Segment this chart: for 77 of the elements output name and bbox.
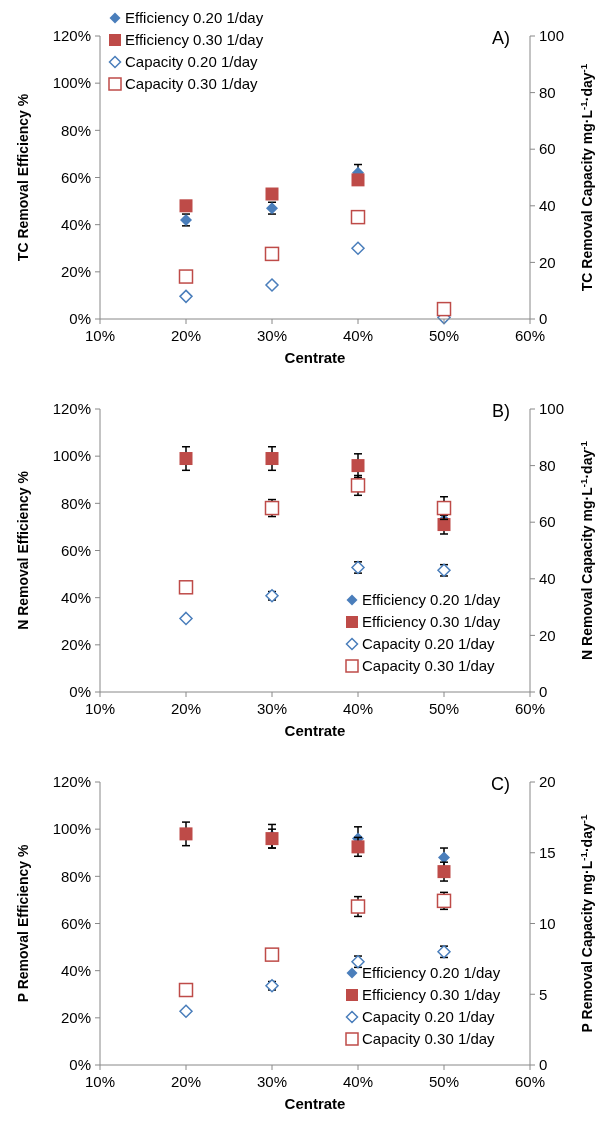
legend-label: Efficiency 0.30 1/day [362,986,501,1004]
legend-label: Efficiency 0.30 1/day [125,31,264,49]
y-tick-label: 0% [69,310,91,328]
x-tick-label: 10% [84,700,116,717]
y-tick-label: 120% [52,400,91,418]
y-tick-label: 80% [60,121,91,139]
y2-tick-label: 40 [539,570,556,588]
x-tick-label: 10% [84,327,116,344]
x-tick-label: 50% [428,700,460,717]
x-tick-label: 40% [342,1073,374,1090]
y-tick-label: 60% [60,541,91,559]
legend-label: Efficiency 0.30 1/day [362,613,501,631]
legend-label: Capacity 0.20 1/day [125,53,259,71]
y-tick-label: 40% [60,961,91,979]
legend-label: Capacity 0.30 1/day [125,75,259,93]
annotation: B) [492,401,510,421]
y-tick-label: 100% [52,447,91,465]
y-axis-title: N Removal Efficiency % [15,470,31,630]
y2-tick-label: 15 [539,844,556,861]
y-tick-label: 120% [52,773,91,791]
y2-tick-label: 10 [539,914,556,932]
y-tick-label: 100% [52,820,91,838]
y2-tick-label: 100 [539,27,565,45]
y-tick-label: 0% [69,1056,91,1074]
y-tick-label: 120% [52,27,91,45]
y-tick-label: 40% [60,215,91,233]
x-tick-label: 60% [514,1073,546,1090]
y2-tick-label: 20 [539,773,556,791]
y-tick-label: 40% [60,588,91,606]
x-tick-label: 40% [342,327,374,344]
y-axis-title: TC Removal Efficiency % [15,93,31,262]
y-axis-title: P Removal Efficiency % [15,844,31,1003]
y2-tick-label: 60 [539,513,556,531]
annotation: A) [492,28,510,48]
y-tick-label: 20% [60,1009,91,1027]
y-tick-label: 60% [60,914,91,932]
y-tick-label: 20% [60,636,91,654]
legend-label: Capacity 0.20 1/day [362,635,496,653]
x-tick-label: 10% [84,1073,116,1090]
x-axis-title: Centrate [284,1095,346,1112]
x-tick-label: 20% [170,700,202,717]
x-axis-title: Centrate [284,722,346,739]
y2-tick-label: 60 [539,140,556,158]
x-tick-label: 60% [514,327,546,344]
y-tick-label: 0% [69,683,91,701]
y2-tick-label: 20 [539,626,556,644]
x-tick-label: 50% [428,1073,460,1090]
x-tick-label: 30% [256,327,288,344]
annotation: C) [491,774,510,794]
x-tick-label: 20% [170,1073,202,1090]
x-tick-label: 20% [170,327,202,344]
y-tick-label: 100% [52,74,91,92]
legend-label: Capacity 0.30 1/day [362,1030,496,1048]
y2-tick-label: 40 [539,197,556,215]
y2-tick-label: 0 [539,1056,548,1074]
y-tick-label: 60% [60,168,91,186]
x-axis-title: Centrate [284,349,346,366]
legend-label: Efficiency 0.20 1/day [125,9,264,27]
y2-tick-label: 80 [539,83,556,101]
y2-tick-label: 100 [539,400,565,418]
y-tick-label: 80% [60,494,91,512]
y2-tick-label: 80 [539,456,556,474]
legend-label: Capacity 0.20 1/day [362,1008,496,1026]
x-tick-label: 60% [514,700,546,717]
x-tick-label: 40% [342,700,374,717]
legend-label: Efficiency 0.20 1/day [362,964,501,982]
y2-tick-label: 20 [539,253,556,271]
legend-label: Capacity 0.30 1/day [362,657,496,675]
y-tick-label: 80% [60,867,91,885]
y2-tick-label: 0 [539,683,548,701]
x-tick-label: 30% [256,1073,288,1090]
legend-label: Efficiency 0.20 1/day [362,591,501,609]
y2-tick-label: 0 [539,310,548,328]
y2-tick-label: 5 [539,985,548,1003]
x-tick-label: 50% [428,327,460,344]
x-tick-label: 30% [256,700,288,717]
y-tick-label: 20% [60,263,91,281]
